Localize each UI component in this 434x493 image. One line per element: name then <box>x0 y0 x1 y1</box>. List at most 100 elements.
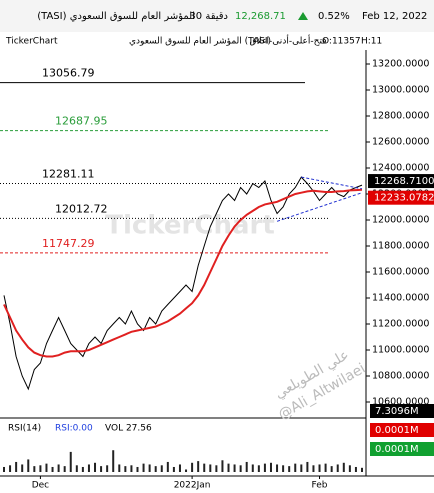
trendline <box>301 176 363 190</box>
volume-bar <box>3 466 5 472</box>
volume-bar <box>27 459 30 472</box>
instrument-name: المؤشر العام للسوق السعودي (TASI) <box>129 37 271 47</box>
volume-bar <box>191 462 194 472</box>
rsi-value: RSI:0.00 <box>55 424 93 434</box>
volume-bar <box>148 464 151 472</box>
badge <box>370 404 434 418</box>
volume-bar <box>294 463 297 472</box>
volume-bar <box>160 465 163 472</box>
volume-bar <box>81 466 84 472</box>
y-tick-label: 11000.0000 <box>372 345 429 356</box>
volume-bar <box>257 465 260 472</box>
volume-bar <box>215 465 218 472</box>
brand: TickerChart <box>5 37 58 47</box>
badge-label: 0.0001M <box>375 444 419 455</box>
volume-bar <box>239 465 242 472</box>
ohlc-label: فتح-أعلى-أدنى-اغلاق <box>250 35 327 47</box>
moving-average <box>3 188 363 358</box>
level-label: 12012.72 <box>55 202 108 215</box>
volume-bar <box>197 461 200 472</box>
level-label: 12281.11 <box>42 167 95 180</box>
volume-bar <box>39 465 42 472</box>
x-tick-label: Feb <box>312 481 328 491</box>
volume-bar <box>172 466 175 472</box>
volume-bar <box>269 462 272 472</box>
y-tick-label: 12400.0000 <box>372 163 429 174</box>
header-bar <box>0 0 434 32</box>
y-tick-label: 11400.0000 <box>372 293 429 304</box>
volume-bar <box>227 463 230 472</box>
header-price: 12,268.71 <box>235 11 286 22</box>
volume-bar <box>100 466 103 472</box>
volume-bar <box>124 466 127 472</box>
badge <box>370 442 434 456</box>
header-change: 0.52% <box>318 11 350 22</box>
volume-bar <box>276 464 279 472</box>
high-label: H:11 <box>361 37 382 47</box>
price-line <box>3 176 363 391</box>
rsi-label: RSI(14) <box>8 424 41 434</box>
volume-bar <box>63 466 66 472</box>
up-arrow <box>298 12 308 20</box>
header-date: Feb 12, 2022 <box>362 11 427 22</box>
volume-bar <box>348 465 351 472</box>
volume-bar <box>166 461 169 472</box>
volume-bar <box>94 462 97 472</box>
volume-bar <box>361 467 363 472</box>
volume-bar <box>130 465 133 472</box>
volume-bar <box>154 466 157 472</box>
volume-bar <box>251 464 254 472</box>
volume-bar <box>51 466 54 472</box>
y-tick-label: 10800.0000 <box>372 371 429 382</box>
volume-bar <box>15 461 18 472</box>
vol-label: VOL 27.56 <box>105 424 152 434</box>
volume-bar <box>312 465 315 472</box>
volume-bar <box>336 464 339 472</box>
open-label: O:11357 <box>322 37 361 47</box>
volume-bar <box>9 465 12 472</box>
volume-bar <box>354 466 357 472</box>
x-tick-label: 2022Jan <box>174 481 211 491</box>
volume-bar <box>57 464 60 472</box>
volume-bar <box>45 463 48 472</box>
volume-bar <box>324 463 327 472</box>
volume-bar <box>21 464 24 472</box>
y-tick-label: 13200.0000 <box>372 59 429 70</box>
volume-bar <box>33 466 36 472</box>
volume-bar <box>209 464 212 472</box>
level-label: 13056.79 <box>42 67 95 80</box>
price-box <box>368 190 434 205</box>
volume-bar <box>330 466 333 472</box>
volume-bar <box>245 461 248 472</box>
y-tick-label: 11800.0000 <box>372 241 429 252</box>
volume-bar <box>142 463 145 472</box>
volume-bar <box>178 464 181 472</box>
volume-bar <box>342 462 345 472</box>
volume-bar <box>185 469 188 472</box>
volume-bar <box>106 465 109 472</box>
badge <box>370 423 434 437</box>
level-label: 12687.95 <box>55 115 108 128</box>
volume-bar <box>136 466 139 472</box>
y-tick-label: 12800.0000 <box>372 111 429 122</box>
y-tick-label: 13000.0000 <box>372 85 429 96</box>
volume-bar <box>221 460 224 472</box>
volume-bar <box>69 451 72 472</box>
header-title: (TASI) المؤشر العام للسوق السعودي <box>37 11 195 22</box>
y-tick-label: 12000.0000 <box>372 215 429 226</box>
y-tick-label: 11600.0000 <box>372 267 429 278</box>
watermark-brand: TickerChart <box>105 211 275 241</box>
level-label: 11747.29 <box>42 237 95 250</box>
volume-bar <box>203 463 206 472</box>
volume-bar <box>263 463 266 472</box>
volume-bar <box>75 465 78 472</box>
volume-bar <box>288 466 291 472</box>
volume-bar <box>282 465 285 472</box>
volume-bar <box>306 461 309 472</box>
price-box <box>368 174 434 189</box>
volume-bar <box>118 464 121 472</box>
volume-bar <box>300 464 303 472</box>
badge-label: 0.0001M <box>375 425 419 436</box>
volume-bar <box>233 464 236 472</box>
